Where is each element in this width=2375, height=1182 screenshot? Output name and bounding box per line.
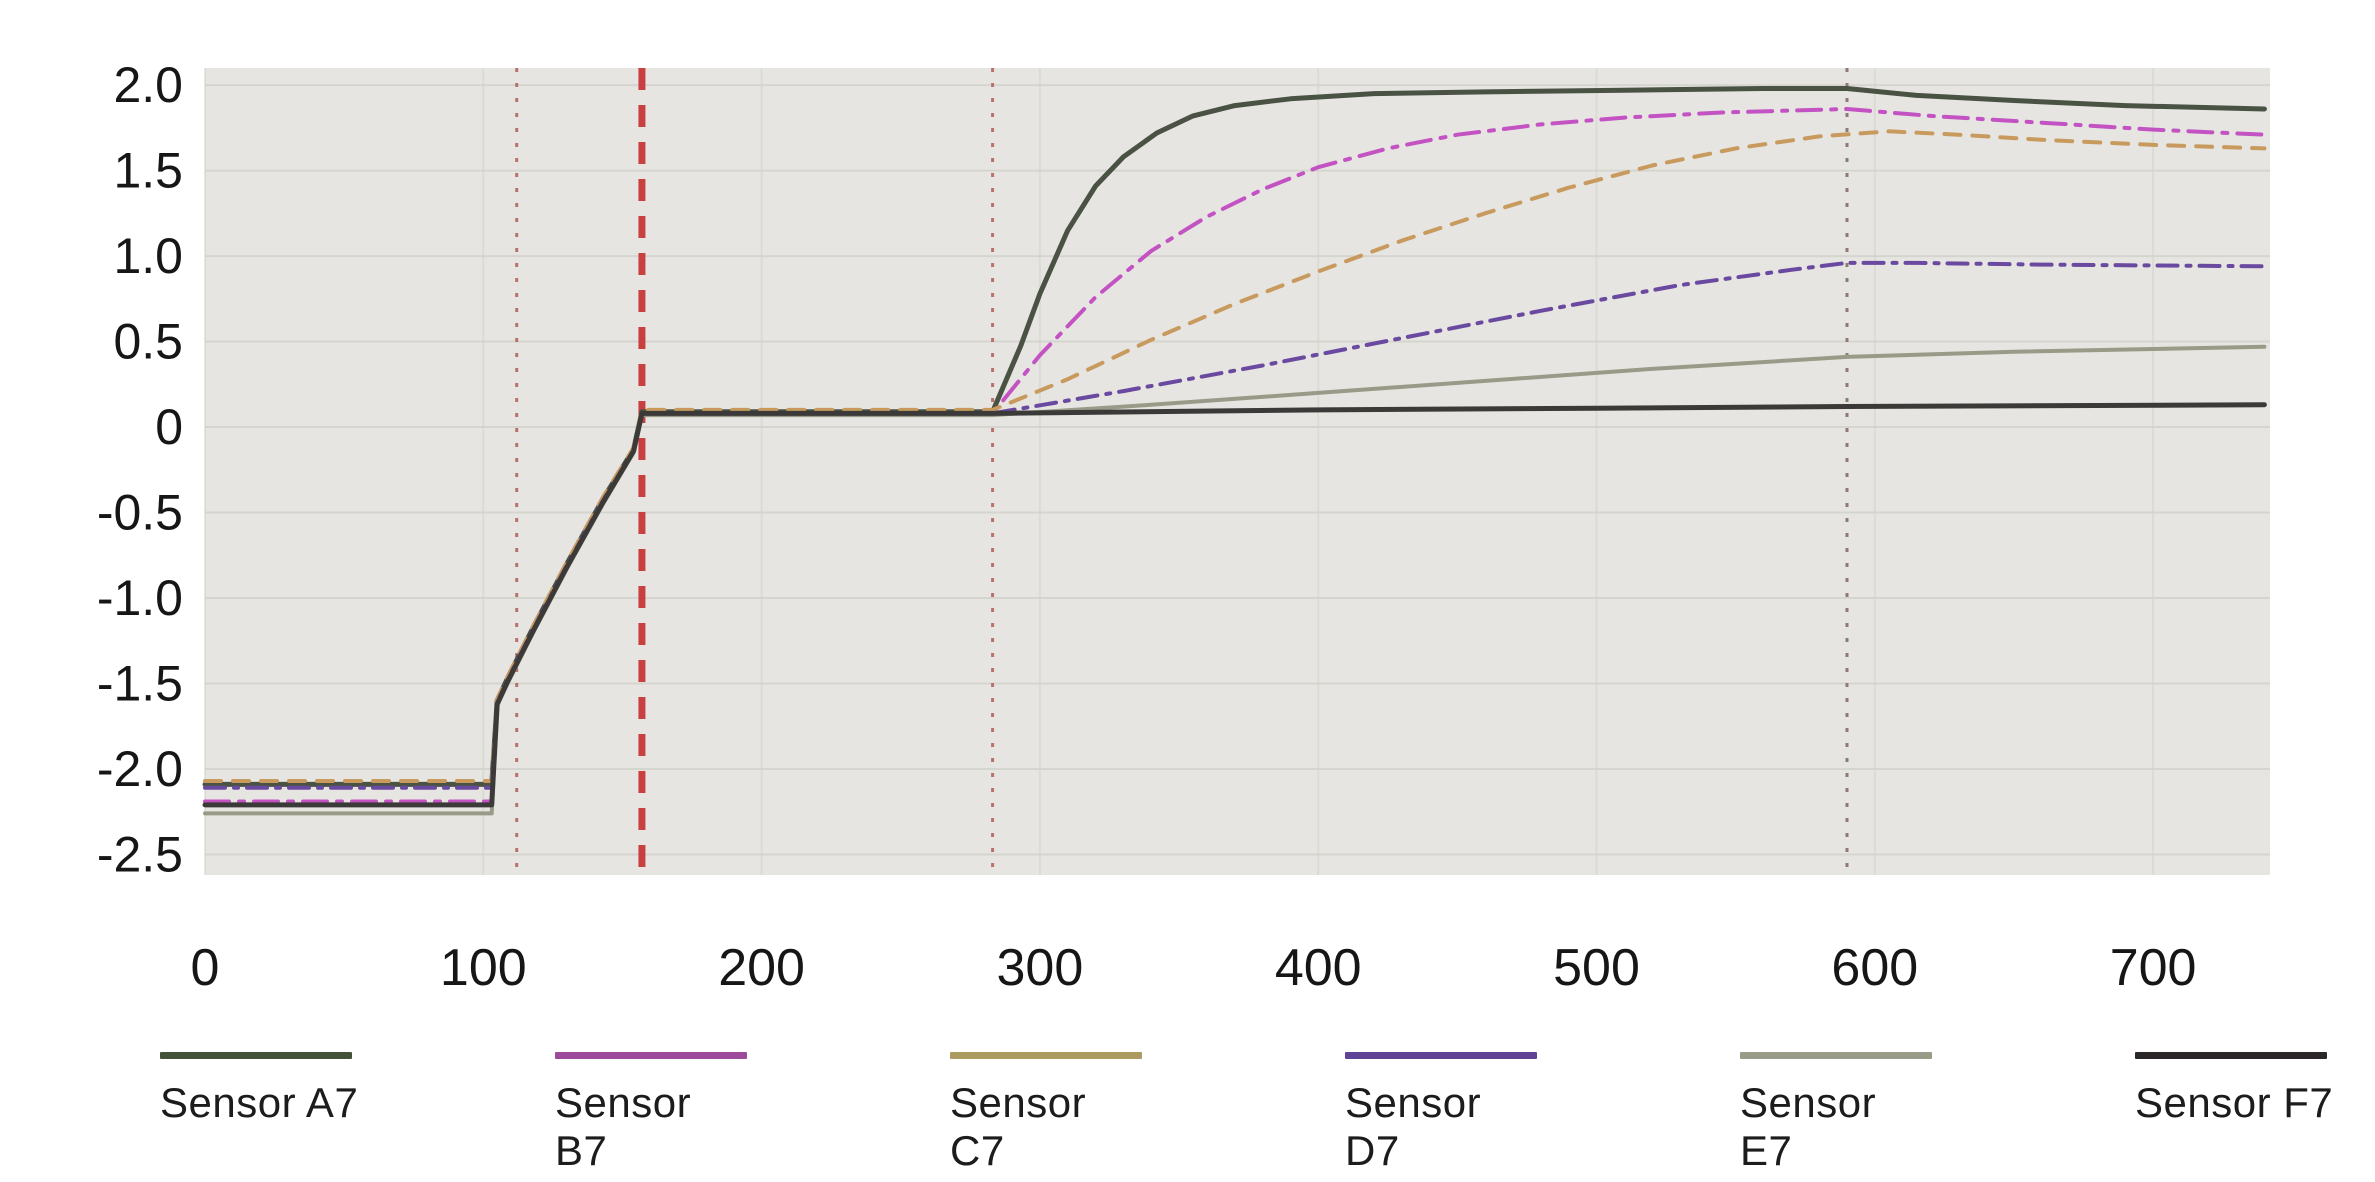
legend-label: Sensor C7: [950, 1079, 1087, 1174]
legend-swatch: [1345, 1052, 1537, 1059]
legend-label: Sensor D7: [1345, 1079, 1482, 1174]
y-tick-label: -1.0: [97, 570, 183, 626]
legend-swatch: [160, 1052, 352, 1059]
legend-label: Sensor A7: [160, 1079, 359, 1126]
legend-item: Sensor B7: [555, 1052, 755, 1175]
legend-item: Sensor C7: [950, 1052, 1150, 1175]
legend-item: Sensor F7: [2135, 1052, 2335, 1175]
legend-swatch: [950, 1052, 1142, 1059]
y-tick-label: 0: [155, 399, 183, 455]
x-tick-label: 400: [1275, 939, 1362, 997]
y-tick-label: 2.0: [113, 57, 183, 113]
y-tick-label: -0.5: [97, 485, 183, 541]
legend-item: Sensor A7: [160, 1052, 360, 1175]
legend-label: Sensor B7: [555, 1079, 692, 1174]
y-tick-label: -2.0: [97, 741, 183, 797]
x-tick-label: 100: [440, 939, 527, 997]
legend-item: Sensor E7: [1740, 1052, 1940, 1175]
x-tick-label: 600: [1831, 939, 1918, 997]
y-tick-label: 0.5: [113, 314, 183, 370]
legend-item: Sensor D7: [1345, 1052, 1545, 1175]
plot-background: [205, 68, 2270, 875]
legend-label: Sensor F7: [2135, 1079, 2334, 1126]
x-tick-label: 300: [997, 939, 1084, 997]
legend-swatch: [555, 1052, 747, 1059]
y-tick-label: -1.5: [97, 656, 183, 712]
x-tick-label: 0: [191, 939, 220, 997]
y-tick-label: 1.0: [113, 228, 183, 284]
legend: Sensor A7 Sensor B7 Sensor C7 Sensor D7 Sens…: [160, 1052, 2335, 1175]
legend-swatch: [2135, 1052, 2327, 1059]
legend-label: Sensor E7: [1740, 1079, 1877, 1174]
x-tick-label: 700: [2110, 939, 2197, 997]
y-tick-label: 1.5: [113, 143, 183, 199]
y-tick-label: -2.5: [97, 826, 183, 882]
legend-swatch: [1740, 1052, 1932, 1059]
series-line-sensor-f7: [202, 402, 2267, 808]
x-tick-label: 500: [1553, 939, 1640, 997]
x-tick-label: 200: [718, 939, 805, 997]
